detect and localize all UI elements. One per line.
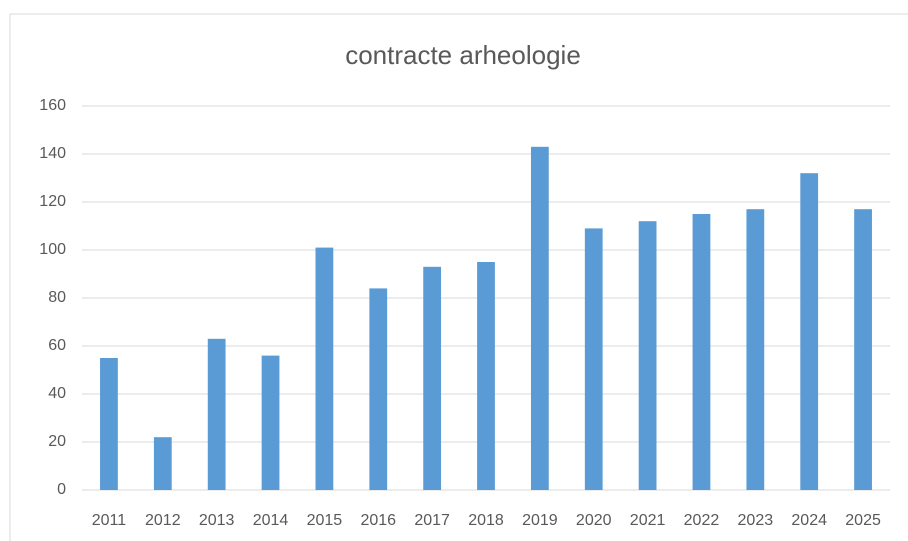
y-tick-label: 120 xyxy=(39,193,66,210)
x-tick-label: 2011 xyxy=(92,512,127,529)
x-tick-label: 2024 xyxy=(791,512,827,529)
bar xyxy=(584,228,603,490)
y-tick-label: 0 xyxy=(57,481,66,498)
x-tick-label: 2023 xyxy=(738,512,774,529)
bar xyxy=(854,209,872,490)
x-tick-label: 2020 xyxy=(576,512,612,529)
bar xyxy=(530,146,549,491)
y-tick-label: 160 xyxy=(39,97,66,114)
bar xyxy=(100,358,118,490)
x-tick-label: 2015 xyxy=(307,512,343,529)
x-tick-label: 2013 xyxy=(199,512,235,529)
y-tick-label: 140 xyxy=(39,145,66,162)
y-tick-label: 20 xyxy=(48,433,66,450)
x-tick-label: 2025 xyxy=(845,512,881,529)
y-tick-label: 100 xyxy=(39,241,66,258)
bar xyxy=(692,214,711,490)
chart-title: contracte arheologie xyxy=(345,40,581,70)
y-tick-label: 60 xyxy=(48,337,66,354)
bar xyxy=(423,266,442,490)
x-tick-label: 2017 xyxy=(414,512,450,529)
bar xyxy=(746,209,765,490)
x-tick-label: 2022 xyxy=(684,512,720,529)
bar xyxy=(261,355,280,490)
chart-frame xyxy=(9,13,908,541)
bar xyxy=(477,262,495,490)
bar xyxy=(153,437,172,490)
x-tick-label: 2012 xyxy=(145,512,181,529)
y-tick-label: 40 xyxy=(48,385,66,402)
x-tick-label: 2016 xyxy=(360,512,396,529)
x-tick-label: 2019 xyxy=(522,512,558,529)
bar xyxy=(800,173,819,490)
bar xyxy=(369,288,388,490)
x-tick-label: 2014 xyxy=(253,512,289,529)
x-tick-label: 2018 xyxy=(468,512,504,529)
bar xyxy=(315,247,334,490)
x-tick-label: 2021 xyxy=(630,512,666,529)
bar xyxy=(638,221,657,490)
y-tick-label: 80 xyxy=(48,289,66,306)
bar xyxy=(207,338,226,490)
